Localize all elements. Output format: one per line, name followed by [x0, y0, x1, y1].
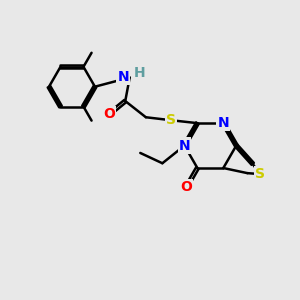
Text: N: N — [178, 139, 190, 153]
Text: N: N — [117, 70, 129, 84]
Text: S: S — [255, 167, 265, 181]
Text: N: N — [218, 116, 229, 130]
Text: H: H — [133, 66, 145, 80]
Text: S: S — [166, 113, 176, 127]
Text: O: O — [103, 107, 115, 121]
Text: S: S — [166, 113, 176, 127]
Text: O: O — [180, 180, 192, 194]
